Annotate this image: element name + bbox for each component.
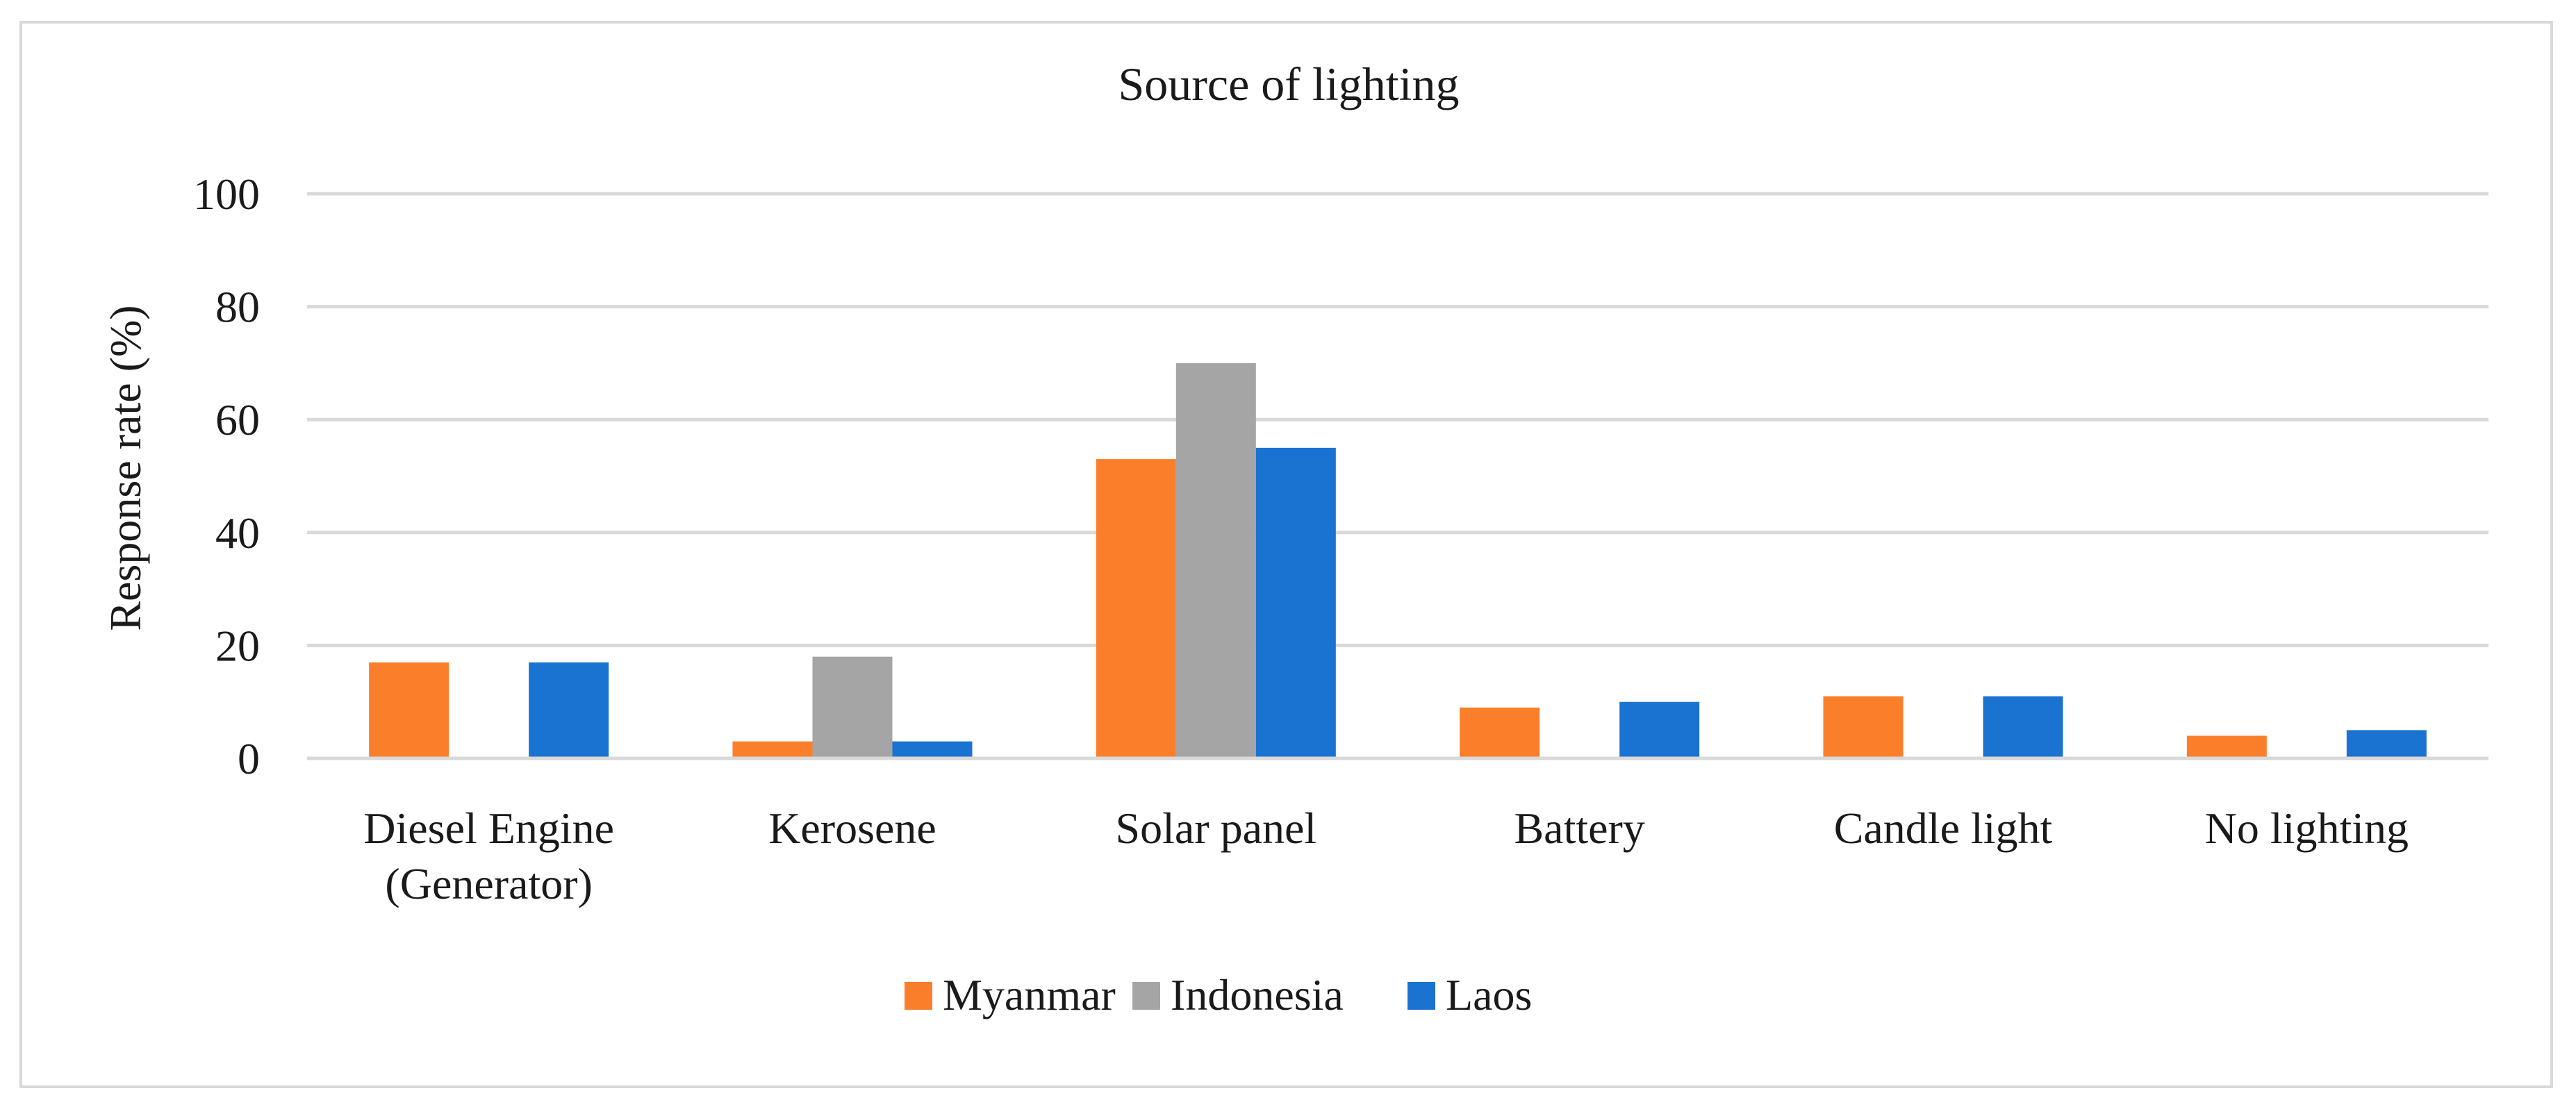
bar-laos-4 bbox=[1983, 696, 2063, 758]
x-tick-label: Solar panel bbox=[1115, 803, 1316, 853]
y-tick-label: 80 bbox=[215, 283, 260, 332]
bar-myanmar-5 bbox=[2186, 735, 2267, 758]
chart-title: Source of lighting bbox=[1118, 58, 1459, 110]
x-axis-ticks: Diesel Engine (Generator) Kerosene Solar pa… bbox=[363, 803, 2409, 908]
bar-indonesia-2 bbox=[1175, 363, 1256, 758]
legend: Myanmar Indonesia Laos bbox=[905, 970, 1532, 1019]
bar-myanmar-3 bbox=[1460, 707, 1540, 758]
legend-label-indonesia: Indonesia bbox=[1171, 970, 1344, 1019]
chart-frame: Source of lighting Response rate (%) 0 20… bbox=[19, 21, 2553, 1088]
x-tick-label: Battery bbox=[1514, 803, 1644, 853]
bar-laos-2 bbox=[1255, 447, 1336, 758]
bar-laos-5 bbox=[2346, 730, 2427, 758]
y-axis-ticks: 0 20 40 60 80 100 bbox=[193, 169, 260, 783]
bar-laos-3 bbox=[1619, 701, 1700, 758]
legend-label-myanmar: Myanmar bbox=[943, 970, 1116, 1019]
y-tick-label: 20 bbox=[215, 621, 260, 670]
y-tick-label: 100 bbox=[193, 169, 260, 219]
bars bbox=[369, 363, 2427, 758]
x-tick-label: Candle light bbox=[1834, 803, 2053, 853]
bar-chart: Source of lighting Response rate (%) 0 20… bbox=[101, 58, 2488, 1019]
x-tick-label: Kerosene bbox=[768, 803, 936, 853]
y-tick-label: 60 bbox=[215, 395, 260, 444]
bar-myanmar-1 bbox=[732, 741, 813, 758]
y-tick-label: 0 bbox=[238, 734, 260, 783]
legend-label-laos: Laos bbox=[1446, 970, 1532, 1019]
bar-laos-0 bbox=[529, 662, 609, 758]
bar-myanmar-2 bbox=[1096, 459, 1176, 758]
bar-myanmar-4 bbox=[1823, 696, 1904, 758]
bar-indonesia-1 bbox=[812, 656, 893, 758]
bar-myanmar-0 bbox=[369, 662, 449, 758]
x-tick-label: No lighting bbox=[2205, 803, 2409, 853]
legend-swatch-laos bbox=[1407, 982, 1435, 1010]
legend-swatch-myanmar bbox=[905, 982, 932, 1010]
x-tick-label: Diesel Engine bbox=[363, 803, 614, 853]
y-axis-label: Response rate (%) bbox=[101, 305, 150, 631]
x-tick-label: (Generator) bbox=[385, 859, 592, 908]
y-tick-label: 40 bbox=[215, 508, 260, 558]
legend-swatch-indonesia bbox=[1132, 982, 1160, 1010]
bar-laos-1 bbox=[892, 741, 973, 758]
gridlines bbox=[307, 192, 2488, 647]
